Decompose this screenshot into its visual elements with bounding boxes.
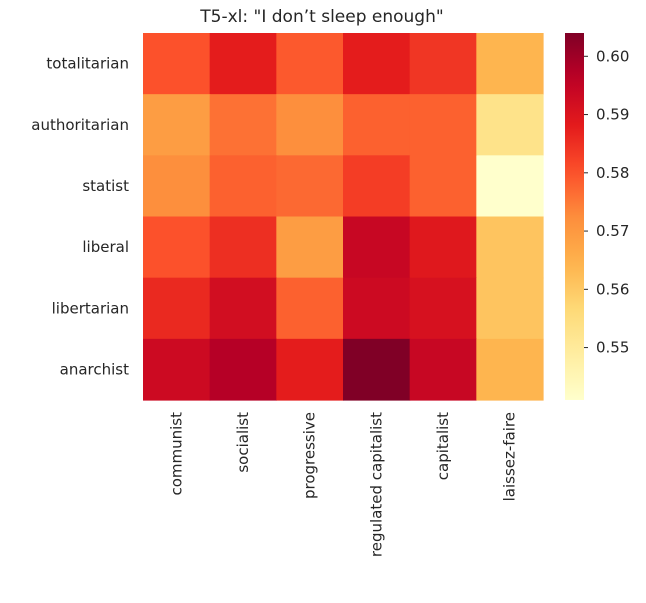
- y-tick-label: totalitarian: [46, 55, 129, 73]
- heatmap-cell: [276, 94, 344, 156]
- heatmap-cell: [476, 94, 544, 156]
- heatmap-cell: [343, 155, 411, 218]
- chart-title: T5-xl: "I don’t sleep enough": [199, 7, 443, 27]
- heatmap-cell: [209, 155, 277, 218]
- colorbar: [565, 33, 584, 400]
- x-tick-label: capitalist: [434, 412, 452, 480]
- heatmap-cell: [143, 277, 211, 340]
- heatmap-cell: [276, 277, 344, 340]
- heatmap-cell: [476, 216, 544, 279]
- y-tick-label: authoritarian: [31, 116, 129, 134]
- heatmap-cell: [343, 33, 411, 95]
- colorbar-tick-label: 0.55: [596, 339, 629, 357]
- heatmap-cell: [409, 33, 477, 95]
- x-tick-label: socialist: [234, 412, 252, 473]
- heatmap-cell: [476, 277, 544, 340]
- y-tick-labels: totalitarian authoritarian statist liberal l…: [31, 55, 129, 379]
- y-tick-label: liberal: [82, 238, 129, 256]
- x-tick-labels: communist socialist progressive regulated c…: [167, 412, 518, 557]
- heatmap-cell: [343, 277, 411, 340]
- heatmap-cell: [409, 277, 477, 340]
- colorbar-tick-label: 0.57: [596, 222, 629, 240]
- heatmap-cell: [143, 338, 211, 401]
- heatmap-cell: [276, 338, 344, 401]
- x-tick-label: communist: [167, 412, 185, 496]
- heatmap-cell: [343, 216, 411, 279]
- heatmap-cell: [209, 216, 277, 279]
- heatmap-cell: [209, 33, 277, 95]
- colorbar-tick-label: 0.59: [596, 106, 629, 124]
- heatmap-cell: [143, 216, 211, 279]
- colorbar-tick-label: 0.58: [596, 164, 629, 182]
- heatmap-cell: [409, 338, 477, 401]
- heatmap-cell: [476, 155, 544, 218]
- colorbar-tick-label: 0.60: [596, 47, 629, 65]
- heatmap-cell: [343, 94, 411, 156]
- y-tick-label: anarchist: [60, 360, 129, 378]
- heatmap-cell: [476, 338, 544, 401]
- colorbar-tick-label: 0.56: [596, 280, 629, 298]
- heatmap-cells: [143, 33, 544, 401]
- heatmap-cell: [209, 94, 277, 156]
- heatmap-cell: [276, 155, 344, 218]
- colorbar-ticks: 0.55 0.56 0.57 0.58 0.59 0.60: [584, 47, 629, 357]
- heatmap-cell: [209, 277, 277, 340]
- x-tick-label: laissez-faire: [501, 412, 519, 501]
- heatmap-cell: [143, 94, 211, 156]
- heatmap-cell: [143, 33, 211, 95]
- y-tick-label: libertarian: [52, 299, 129, 317]
- heatmap-cell: [209, 338, 277, 401]
- x-tick-label: progressive: [301, 412, 319, 499]
- x-tick-label: regulated capitalist: [367, 412, 385, 557]
- heatmap-cell: [276, 216, 344, 279]
- heatmap-cell: [409, 155, 477, 218]
- heatmap-cell: [476, 33, 544, 95]
- heatmap-cell: [143, 155, 211, 218]
- heatmap-cell: [343, 338, 411, 401]
- heatmap-cell: [276, 33, 344, 95]
- heatmap-cell: [409, 216, 477, 279]
- heatmap-cell: [409, 94, 477, 156]
- y-tick-label: statist: [82, 177, 129, 195]
